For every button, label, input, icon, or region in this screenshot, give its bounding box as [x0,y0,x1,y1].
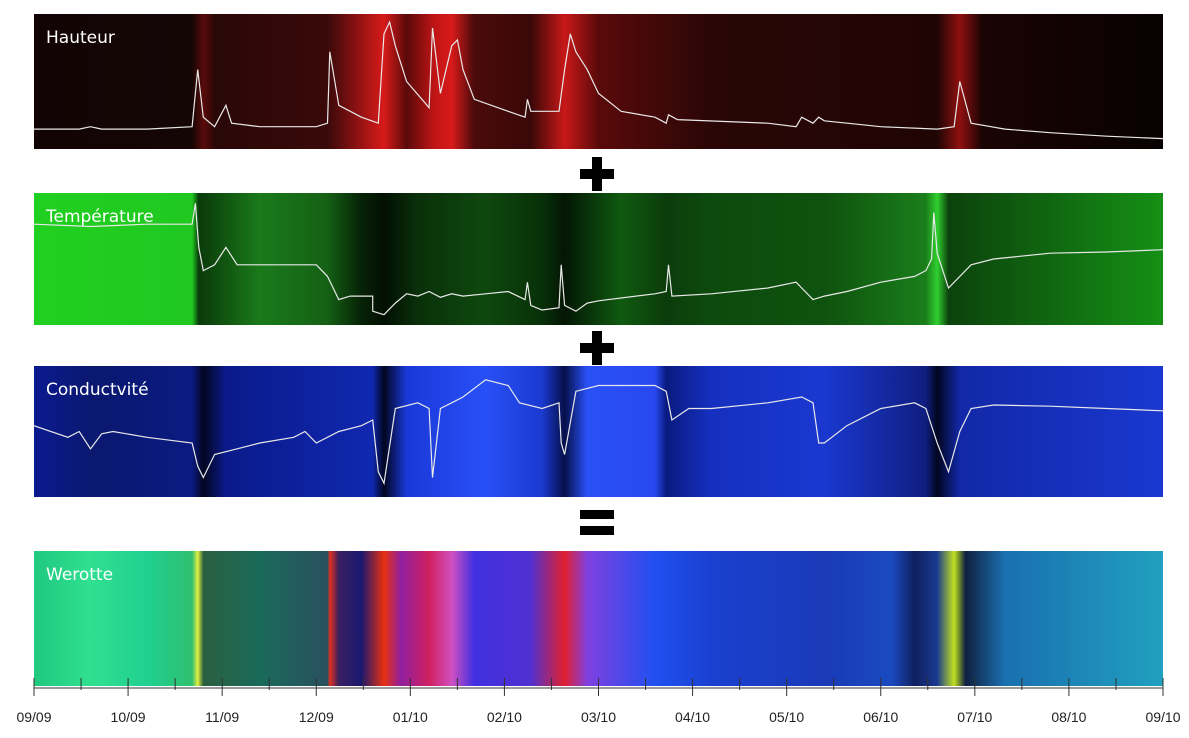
hauteur-line [34,20,1163,140]
axis-tick-label: 08/10 [1051,709,1086,725]
panel-hauteur: Hauteur [34,14,1163,149]
axis-tick-label: 01/10 [393,709,428,725]
plus-sign-1 [580,157,614,191]
axis-tick-label: 11/09 [205,709,239,725]
time-axis: 09/09 10/09 11/09 12/09 01/10 02/10 03/10 04/10… [16,678,1181,725]
panel-label-conductivite: Conductvité [46,380,149,400]
axis-tick-label: 03/10 [581,709,616,725]
axis-tick-label: 05/10 [769,709,804,725]
axis-tick-label: 06/10 [863,709,898,725]
panel-conductivite: Conductvité [34,366,1163,497]
panel-label-hauteur: Hauteur [46,28,115,48]
panel-label-temperature: Température [46,207,154,227]
temperature-line [34,203,1163,316]
axis-tick-label: 04/10 [675,709,710,725]
panel-werotte: Werotte [34,551,1163,686]
equals-sign [580,506,614,540]
axis-tick-label: 10/09 [111,709,146,725]
axis-tick-label: 09/09 [16,709,51,725]
hauteur-chart [34,14,1163,149]
conductivite-line [34,379,1163,486]
werotte-chart [34,551,1163,686]
axis-tick-label: 09/10 [1145,709,1180,725]
panel-temperature: Température [34,193,1163,325]
panel-label-werotte: Werotte [46,565,114,585]
temperature-chart [34,193,1163,325]
plus-sign-2 [580,331,614,365]
axis-tick-label: 07/10 [957,709,992,725]
axis-tick-label: 02/10 [487,709,522,725]
conductivite-chart [34,366,1163,497]
axis-tick-label: 12/09 [299,709,334,725]
